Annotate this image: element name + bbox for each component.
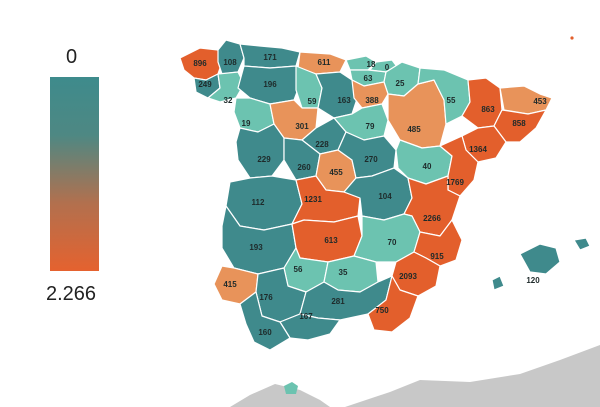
province-value-tarragona: 1364 — [469, 145, 487, 154]
legend-max-label: 0 — [66, 46, 78, 68]
province-value-asturias: 171 — [263, 53, 277, 62]
province-value-granada: 281 — [331, 297, 345, 306]
province-value-salamanca: 229 — [257, 155, 271, 164]
province-value-murcia: 2093 — [399, 272, 417, 281]
province-malaga[interactable] — [279, 313, 341, 341]
province-value-toledo: 1231 — [304, 195, 322, 204]
province-la-rioja[interactable] — [351, 79, 389, 109]
province-value-galicia-a-coruna: 896 — [193, 59, 207, 68]
province-value-palencia: 59 — [308, 97, 317, 106]
province-value-burgos: 163 — [337, 96, 351, 105]
province-bizkaia[interactable] — [345, 55, 377, 71]
province-value-teruel: 40 — [423, 162, 432, 171]
province-ourense[interactable] — [207, 71, 245, 103]
africa-landmass — [345, 345, 600, 407]
province-value-valladolid: 301 — [295, 122, 309, 131]
province-value-caceres: 112 — [252, 198, 265, 207]
province-value-cordoba: 56 — [294, 265, 303, 274]
ceuta-landmass — [230, 384, 330, 407]
province-value-pontevedra: 249 — [198, 80, 212, 89]
province-value-zaragoza: 485 — [407, 125, 421, 134]
province-value-barcelona: 858 — [512, 119, 526, 128]
province-salamanca[interactable] — [235, 123, 285, 179]
province-almeria[interactable] — [367, 275, 419, 333]
province-value-leon: 196 — [263, 80, 277, 89]
province-value-cadiz: 160 — [258, 328, 272, 337]
province-value-avila: 260 — [297, 163, 311, 172]
province-value-soria: 79 — [366, 122, 375, 131]
province-value-cuenca: 104 — [378, 192, 392, 201]
province-value-huesca: 55 — [447, 96, 456, 105]
province-baleares[interactable] — [491, 237, 591, 291]
province-value-ciudad-real: 613 — [324, 236, 338, 245]
province-value-girona: 453 — [533, 97, 547, 106]
province-lugo[interactable] — [217, 39, 245, 75]
province-value-navarra: 25 — [396, 79, 405, 88]
province-castellon[interactable] — [439, 135, 479, 197]
province-value-madrid: 455 — [329, 168, 343, 177]
legend-min-label: 2.266 — [46, 283, 97, 305]
province-value-gipuzkoa: 0 — [385, 63, 390, 72]
province-value-baleares: 120 — [526, 276, 540, 285]
legend-color-scale — [50, 77, 99, 271]
province-value-ourense: 32 — [224, 96, 233, 105]
province-value-badajoz: 193 — [249, 243, 263, 252]
province-value-almeria: 750 — [375, 306, 389, 315]
province-value-bizkaia: 18 — [367, 60, 376, 69]
province-value-sevilla: 176 — [259, 293, 273, 302]
province-value-araba: 63 — [364, 74, 373, 83]
province-cadiz[interactable] — [239, 291, 291, 351]
province-value-lleida: 863 — [481, 105, 495, 114]
red-marker — [570, 36, 574, 40]
province-value-cantabria: 611 — [318, 58, 331, 67]
province-value-la-rioja: 388 — [365, 96, 379, 105]
province-value-huelva: 415 — [223, 280, 237, 289]
province-value-malaga: 167 — [299, 312, 313, 321]
province-value-zamora: 19 — [242, 119, 251, 128]
province-value-albacete: 70 — [388, 238, 397, 247]
province-value-guadalajara: 270 — [364, 155, 378, 164]
province-value-segovia: 228 — [315, 140, 329, 149]
ceuta-land — [284, 382, 298, 394]
province-value-castellon: 1769 — [446, 178, 464, 187]
province-value-lugo: 108 — [223, 58, 237, 67]
province-value-jaen: 35 — [339, 268, 348, 277]
province-value-alicante: 915 — [430, 252, 444, 261]
province-value-valencia: 2266 — [423, 214, 441, 223]
